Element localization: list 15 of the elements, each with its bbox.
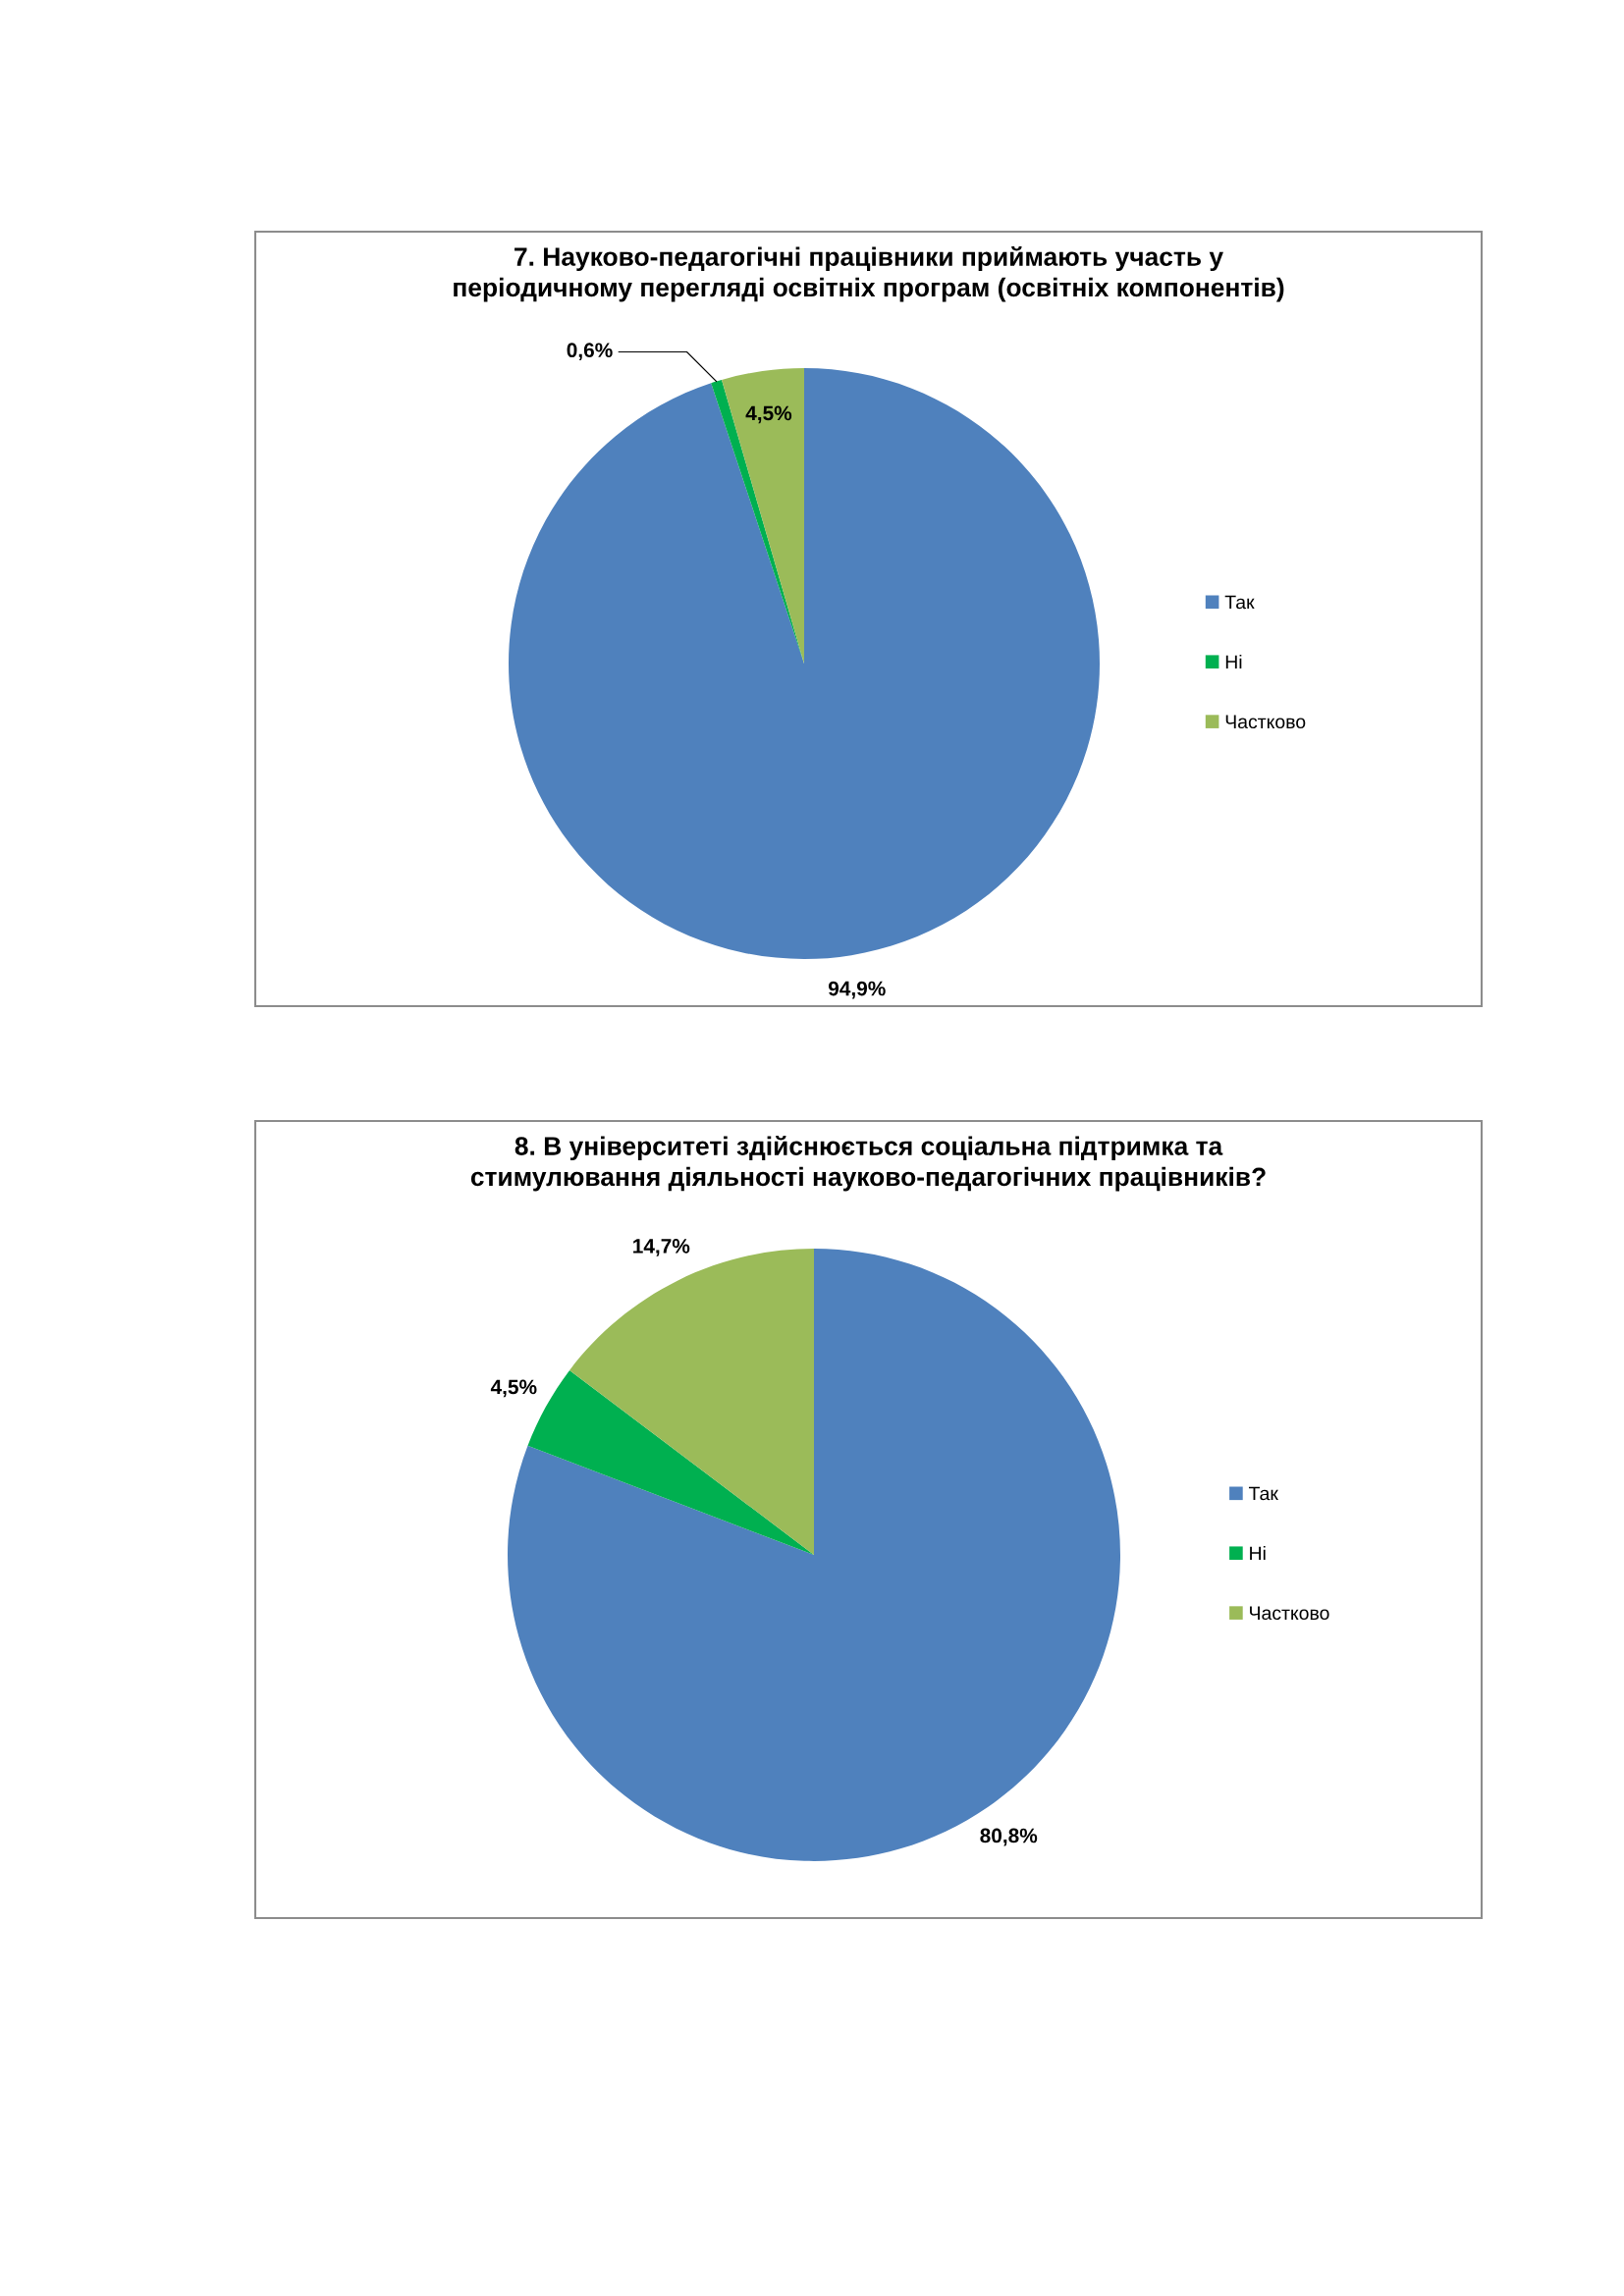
legend-label: Ні [1250,1545,1266,1561]
legend-label: Частково [1250,1606,1329,1621]
chart-title: 7. Науково-педагогічні працівники приймають участь у періодичному перегляді освітніх програм (освітніх компонентів) [454,246,1284,302]
legend-label: Так [1224,595,1255,610]
legend-label: Ні [1225,654,1242,669]
data-label: 0,6% [567,343,613,361]
data-label: 14,7% [633,1239,690,1256]
legend-label: Так [1248,1486,1278,1501]
data-label: 4,5% [745,405,792,424]
data-label: 80,8% [980,1828,1038,1846]
chart-title: 8. В університеті здійснюється соціальна підтримка та стимулювання діяльності науково-педагогічних працівників? [470,1136,1266,1192]
data-label: 94,9% [828,981,886,999]
legend-label: Частково [1225,715,1306,729]
data-label: 4,5% [490,1379,537,1398]
pie-slice [509,368,1100,959]
